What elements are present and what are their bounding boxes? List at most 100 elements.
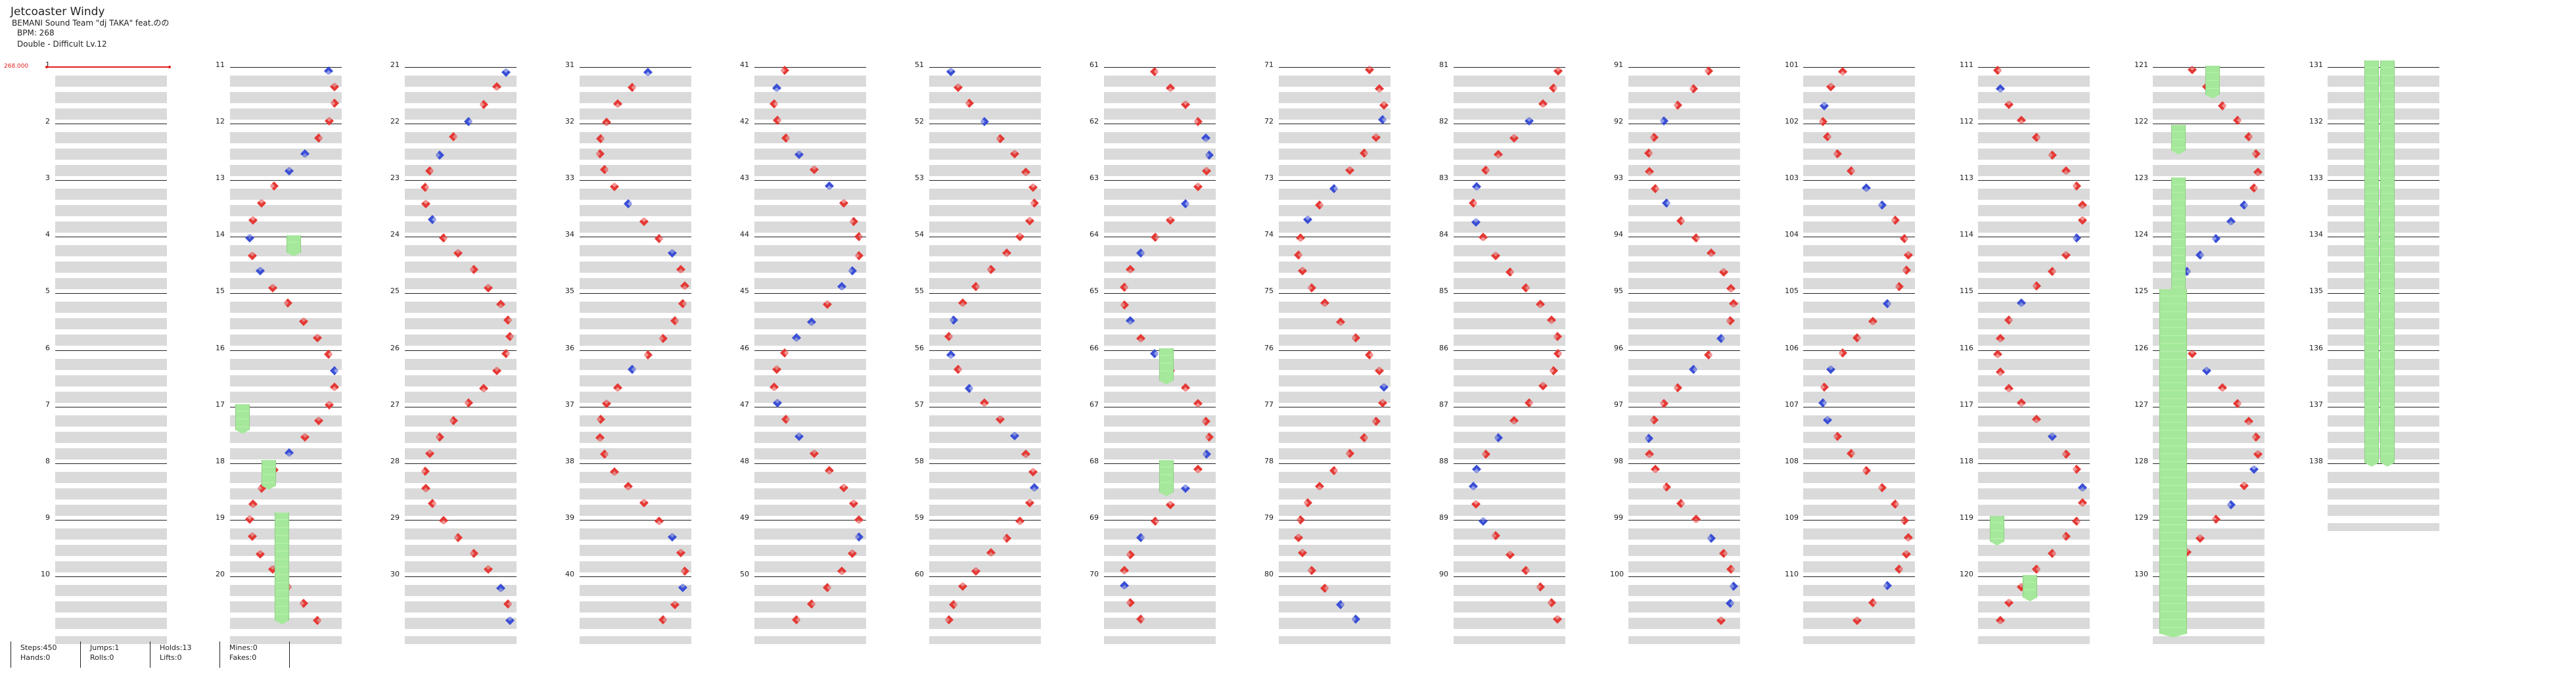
step-arrow-right <box>1118 298 1131 312</box>
measure-number: 25 <box>390 287 400 296</box>
beat-band <box>1628 488 1740 499</box>
measure-number: 23 <box>390 174 400 183</box>
beat-band <box>1628 528 1740 540</box>
step-arrow-up <box>1994 614 2007 627</box>
step-arrow-up <box>1191 463 1205 476</box>
step-arrow-right <box>963 97 976 110</box>
step-arrow-up <box>437 514 450 527</box>
beat-band <box>405 205 517 217</box>
beat-band <box>580 92 691 103</box>
step-arrow-right <box>1657 114 1670 128</box>
measure-bar-line <box>580 180 691 181</box>
step-arrow-right <box>1816 115 1829 128</box>
step-arrow-left <box>503 330 517 343</box>
chart-stats: Steps:450 Hands:0 Jumps:1 Rolls:0 Holds:… <box>11 641 290 668</box>
beat-band <box>1279 108 1391 120</box>
step-arrow-left <box>1649 182 1662 195</box>
step-arrow-up <box>1373 82 1386 95</box>
hold-segment <box>2172 263 2185 264</box>
measure-number: 111 <box>1960 60 1973 69</box>
beat-band <box>1803 561 1915 572</box>
beat-band <box>230 375 342 386</box>
step-arrow-down <box>1536 379 1550 392</box>
step-arrow-up <box>622 480 635 493</box>
step-arrow-up <box>477 382 490 395</box>
measure-number: 33 <box>565 174 574 183</box>
measure-bar-line <box>1279 180 1391 181</box>
hold-segment <box>2172 131 2185 132</box>
step-arrow-right <box>1349 613 1362 626</box>
beat-band <box>230 262 342 273</box>
hold-segment <box>2172 247 2185 248</box>
beat-band <box>1104 132 1216 144</box>
measure-bar-line <box>1803 576 1915 577</box>
beat-band <box>230 415 342 427</box>
beat-band <box>754 189 866 200</box>
hold-segment <box>2206 88 2219 89</box>
beat-band <box>405 448 517 459</box>
beat-band <box>1279 335 1391 346</box>
step-arrow-right <box>433 149 446 162</box>
step-arrow-left <box>1547 81 1560 95</box>
chart-end-band <box>1454 636 1565 644</box>
beat-band <box>1454 245 1565 257</box>
beat-band <box>55 391 167 403</box>
step-arrow-down <box>1552 64 1565 78</box>
beat-band <box>580 471 691 483</box>
measure-bar-line <box>1104 519 1216 521</box>
chart-end-band <box>1803 636 1915 644</box>
beat-band <box>1628 245 1740 257</box>
step-arrow-right <box>477 98 490 111</box>
step-arrow-up <box>1118 579 1131 592</box>
beat-band <box>1279 165 1391 177</box>
beat-band <box>580 375 691 386</box>
beat-band <box>1454 302 1565 313</box>
step-arrow-right <box>2046 149 2059 162</box>
measure-number: 17 <box>216 400 225 409</box>
beat-band <box>1978 504 2090 516</box>
step-arrow-up <box>2076 496 2089 509</box>
measure-bar-line <box>2153 576 2265 577</box>
hold-segment <box>2381 75 2394 76</box>
song-bpm: BPM: 268 <box>17 28 55 37</box>
beat-band <box>580 221 691 233</box>
beat-band <box>929 221 1041 233</box>
step-arrow-right <box>984 263 998 276</box>
beat-band <box>1104 189 1216 200</box>
hold-segment <box>275 606 288 607</box>
measure-bar-line <box>1454 519 1565 521</box>
step-arrow-up <box>2076 481 2089 494</box>
step-arrow-down <box>243 231 256 244</box>
step-arrow-right <box>1836 346 1849 360</box>
beat-band <box>1803 262 1915 273</box>
beat-band <box>580 302 691 313</box>
beat-band <box>1978 391 2090 403</box>
measure-number: 29 <box>390 513 400 522</box>
measure-number: 90 <box>1439 569 1448 578</box>
beat-band <box>1803 92 1915 103</box>
beat-band <box>1454 132 1565 144</box>
step-arrow-up <box>790 331 803 344</box>
beat-band <box>405 544 517 556</box>
measure-number: 30 <box>390 569 400 578</box>
measure-bar-line <box>1978 67 2090 68</box>
beat-band <box>1104 544 1216 556</box>
beat-band <box>929 471 1041 483</box>
beat-band <box>580 391 691 403</box>
step-arrow-down <box>1023 214 1036 227</box>
beat-band <box>1454 601 1565 613</box>
step-arrow-up <box>322 64 335 78</box>
beat-band <box>1104 221 1216 233</box>
beat-band <box>1628 448 1740 459</box>
step-arrow-left <box>2070 515 2083 528</box>
hold-segment <box>2365 201 2378 202</box>
step-arrow-up <box>1534 298 1547 311</box>
measure-number: 129 <box>2134 513 2148 522</box>
measure-bar-line <box>405 293 517 294</box>
beat-band <box>1803 76 1915 87</box>
step-arrow-left <box>1467 197 1480 210</box>
step-arrow-down <box>1179 98 1192 111</box>
beat-band <box>1454 108 1565 120</box>
measure-bar-line <box>1803 293 1915 294</box>
step-arrow-right <box>2209 232 2222 245</box>
